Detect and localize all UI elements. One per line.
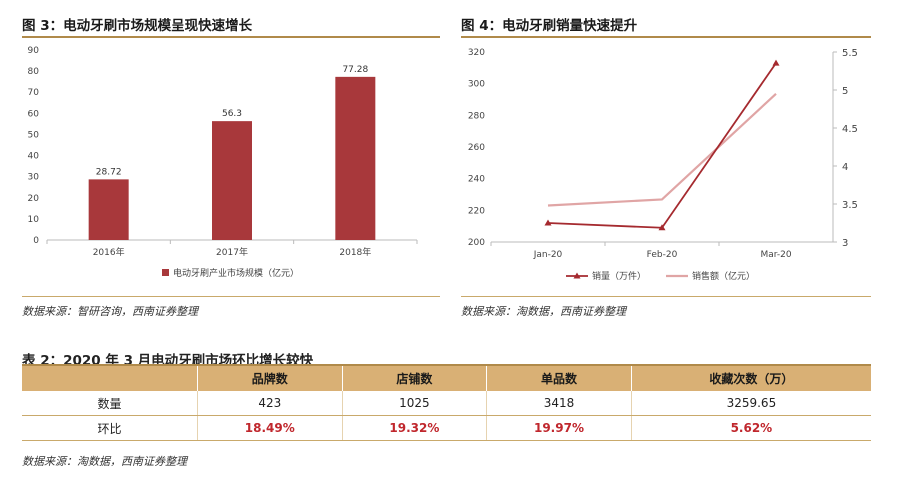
line-left-tick-label-4: 280 [468, 111, 485, 121]
cell-items-quantity: 3418 [486, 391, 632, 416]
fig4-title-rule [461, 36, 871, 38]
line-x-tick-label-0: Jan-20 [533, 250, 563, 260]
fig4-source: 数据来源：淘数据，西南证券整理 [461, 305, 626, 318]
bar-y-tick-label-4: 40 [28, 152, 40, 162]
line-series-sales [547, 92, 777, 207]
line-legend-sales-label: 销售额（亿元） [692, 270, 755, 282]
bar-x-tick-label-0: 2016年 [93, 246, 125, 258]
bar-y-tick-label-1: 10 [28, 215, 40, 225]
row-label-mom: 环比 [22, 415, 198, 441]
line-legend-volume-label: 销量（万件） [592, 270, 646, 282]
cell-favorites-quantity: 3259.65 [631, 391, 871, 416]
line-right-tick-label-5: 5.5 [842, 48, 858, 59]
bar-2016年 [88, 179, 129, 240]
table-header-stores: 店铺数 [342, 366, 488, 391]
line-left-tick-label-5: 300 [468, 80, 485, 90]
bar-chart: 0 10 20 30 40 50 60 70 80 90 28.72 2016年 56.3 2017年 77… [28, 46, 418, 279]
line-left-tick-label-1: 220 [468, 206, 485, 216]
bar-data-label-1: 56.3 [222, 109, 242, 119]
bar-x-tick-label-2: 2018年 [339, 246, 371, 258]
bar-data-label-0: 28.72 [96, 167, 122, 177]
table-title-rule [22, 364, 871, 366]
table-source: 数据来源：淘数据，西南证券整理 [22, 455, 187, 468]
cell-items-mom: 19.97% [486, 415, 632, 441]
bar-y-tick-label-9: 90 [28, 46, 40, 56]
bar-y-tick-label-0: 0 [33, 236, 39, 246]
cell-stores-quantity: 1025 [342, 391, 488, 416]
line-left-tick-label-0: 200 [468, 238, 485, 248]
bar-y-tick-label-8: 80 [28, 67, 40, 77]
fig3-title-rule [22, 36, 440, 38]
bar-y-tick-label-6: 60 [28, 109, 40, 119]
line-point-volume-1 [658, 224, 666, 231]
table-header-favorites: 收藏次数（万） [631, 366, 871, 391]
stats-table: 品牌数 店铺数 单品数 收藏次数（万） 数量 423 1025 3418 325… [22, 366, 871, 441]
fig3-source: 数据来源：智研咨询，西南证券整理 [22, 305, 198, 318]
bar-data-label-2: 77.28 [342, 65, 368, 75]
table-header-row: 品牌数 店铺数 单品数 收藏次数（万） [22, 366, 871, 391]
bar-x-tick-label-1: 2017年 [216, 246, 248, 258]
line-right-tick-label-1: 3.5 [842, 200, 858, 211]
bar-2017年 [212, 121, 252, 240]
line-right-tick-label-0: 3 [842, 238, 848, 249]
line-chart: 200 220 240 260 280 300 320 3 3.5 4 4.5 5 5.5 Jan-20 F… [468, 48, 858, 282]
table-row: 环比 18.49% 19.32% 19.97% 5.62% [22, 415, 871, 441]
line-legend-volume-marker [573, 272, 581, 279]
bar-y-tick-label-2: 20 [28, 194, 40, 204]
line-left-tick-label-3: 260 [468, 143, 485, 153]
line-right-tick-label-4: 5 [842, 86, 848, 97]
bar-legend-label: 电动牙刷产业市场规模（亿元） [173, 267, 299, 279]
bar-y-tick-label-3: 30 [28, 173, 40, 183]
cell-stores-mom: 19.32% [342, 415, 488, 441]
table-header-brands: 品牌数 [197, 366, 343, 391]
table-row: 数量 423 1025 3418 3259.65 [22, 391, 871, 416]
bar-y-tick-label-5: 50 [28, 130, 40, 140]
cell-brands-mom: 18.49% [197, 415, 343, 441]
cell-favorites-mom: 5.62% [631, 415, 871, 441]
table-header-items: 单品数 [486, 366, 632, 391]
line-left-tick-label-6: 320 [468, 48, 485, 58]
bar-legend-swatch [162, 269, 169, 276]
fig3-title: 图 3：电动牙刷市场规模呈现快速增长 [22, 18, 253, 34]
line-x-tick-label-1: Feb-20 [647, 250, 678, 260]
line-right-tick-label-3: 4.5 [842, 124, 858, 135]
fig3-bottom-rule [22, 296, 440, 297]
line-left-tick-label-2: 240 [468, 175, 485, 185]
row-label-quantity: 数量 [22, 391, 198, 416]
line-point-volume-2 [772, 59, 780, 66]
line-right-tick-label-2: 4 [842, 162, 848, 173]
fig4-bottom-rule [461, 296, 871, 297]
fig4-title: 图 4：电动牙刷销量快速提升 [461, 18, 638, 34]
table-header-blank [22, 366, 198, 391]
bar-2018年 [335, 76, 376, 240]
bar-y-tick-label-7: 70 [28, 88, 40, 98]
line-x-tick-label-2: Mar-20 [760, 250, 791, 260]
cell-brands-quantity: 423 [197, 391, 343, 416]
line-point-volume-0 [544, 219, 552, 226]
